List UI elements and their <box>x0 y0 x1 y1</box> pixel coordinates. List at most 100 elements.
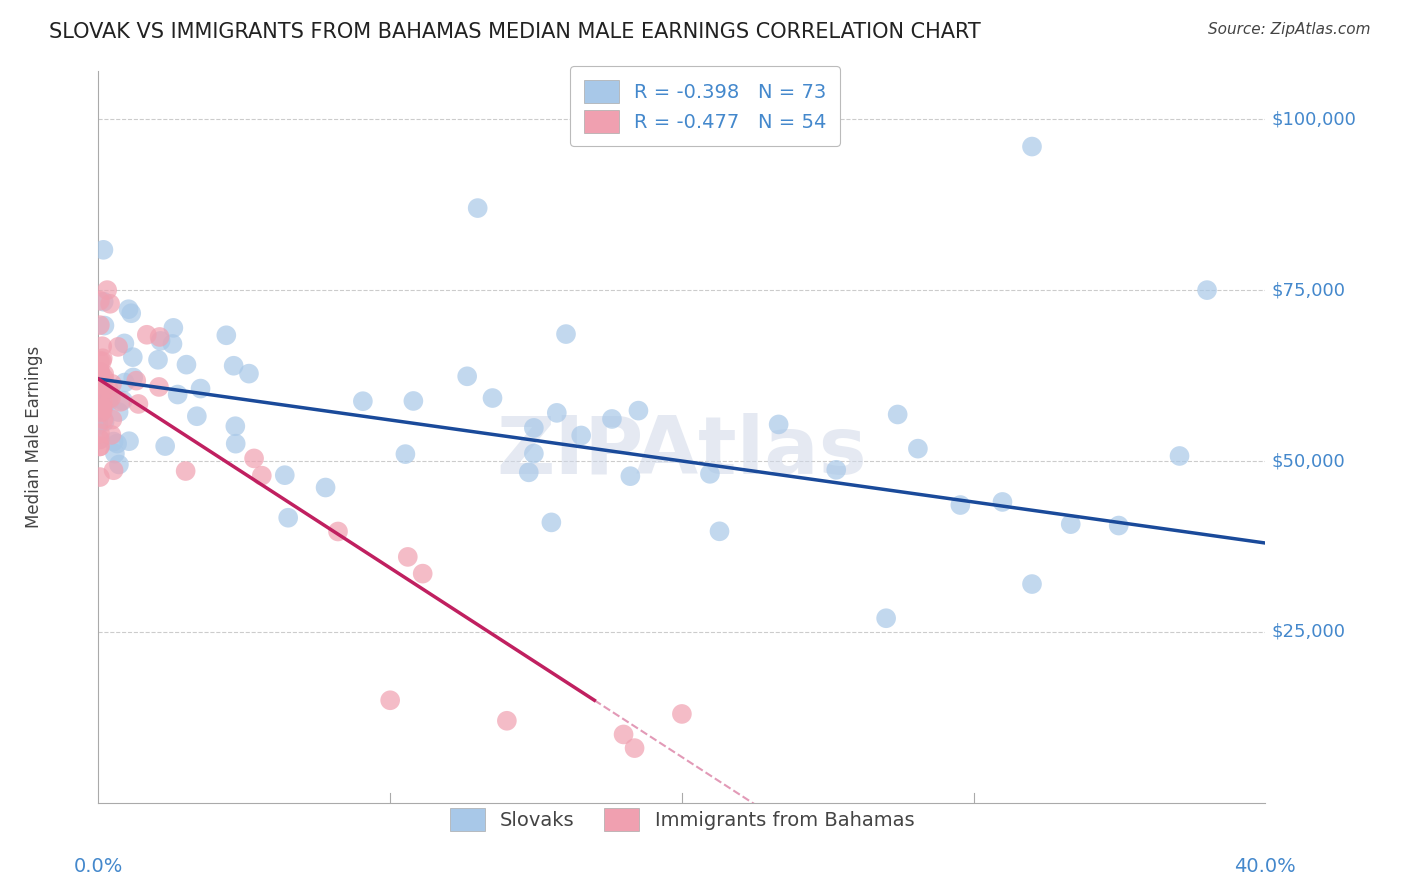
Point <box>907 442 929 456</box>
Point <box>326 524 349 539</box>
Point <box>148 380 170 394</box>
Point <box>215 328 238 343</box>
Point <box>89 382 111 396</box>
Point <box>222 359 245 373</box>
Point <box>112 336 135 351</box>
Point <box>91 400 114 414</box>
Point <box>402 394 425 409</box>
Point <box>186 409 208 424</box>
Point <box>1021 139 1043 153</box>
Point <box>114 376 136 390</box>
Point <box>91 394 114 409</box>
Point <box>97 392 120 407</box>
Point <box>93 243 115 257</box>
Point <box>523 446 546 460</box>
Legend: Slovaks, Immigrants from Bahamas: Slovaks, Immigrants from Bahamas <box>436 795 928 845</box>
Point <box>89 440 111 454</box>
Point <box>546 406 568 420</box>
Point <box>517 466 540 480</box>
Point <box>1060 517 1083 532</box>
Point <box>523 421 546 435</box>
Point <box>91 351 114 366</box>
Point <box>89 470 111 484</box>
Point <box>176 358 198 372</box>
Point <box>121 350 143 364</box>
Point <box>394 447 416 461</box>
Point <box>89 354 111 368</box>
Point <box>103 434 125 449</box>
Point <box>101 376 124 391</box>
Text: $25,000: $25,000 <box>1271 623 1346 641</box>
Point <box>91 339 114 353</box>
Point <box>875 611 897 625</box>
Point <box>699 467 721 481</box>
Point <box>91 354 114 368</box>
Point <box>93 294 115 309</box>
Point <box>117 302 139 317</box>
Text: Median Male Earnings: Median Male Earnings <box>25 346 44 528</box>
Point <box>90 405 112 419</box>
Point <box>496 714 519 728</box>
Point <box>1168 449 1191 463</box>
Point <box>166 387 188 401</box>
Point <box>412 566 434 581</box>
Point <box>149 334 172 348</box>
Point <box>108 458 131 472</box>
Point <box>89 387 111 401</box>
Point <box>225 436 247 450</box>
Text: 40.0%: 40.0% <box>1234 857 1296 877</box>
Point <box>135 327 157 342</box>
Point <box>91 401 114 416</box>
Point <box>153 439 176 453</box>
Point <box>89 293 111 308</box>
Point <box>224 419 246 434</box>
Point <box>623 741 645 756</box>
Point <box>89 426 111 441</box>
Text: Source: ZipAtlas.com: Source: ZipAtlas.com <box>1208 22 1371 37</box>
Point <box>90 376 112 391</box>
Point <box>93 412 115 426</box>
Point <box>1021 577 1043 591</box>
Point <box>87 417 110 431</box>
Point <box>671 706 693 721</box>
Point <box>555 327 578 342</box>
Point <box>238 367 260 381</box>
Point <box>149 330 172 344</box>
Point <box>825 463 848 477</box>
Point <box>174 464 197 478</box>
Point <box>93 415 115 429</box>
Point <box>98 297 121 311</box>
Point <box>122 370 145 384</box>
Point <box>89 365 111 379</box>
Point <box>107 405 129 419</box>
Point <box>105 436 128 450</box>
Point <box>118 434 141 449</box>
Text: $50,000: $50,000 <box>1271 452 1346 470</box>
Point <box>100 391 122 405</box>
Point <box>250 468 273 483</box>
Point <box>315 481 337 495</box>
Point <box>274 468 297 483</box>
Text: SLOVAK VS IMMIGRANTS FROM BAHAMAS MEDIAN MALE EARNINGS CORRELATION CHART: SLOVAK VS IMMIGRANTS FROM BAHAMAS MEDIAN… <box>49 22 981 42</box>
Point <box>97 394 120 409</box>
Point <box>100 428 122 442</box>
Point <box>89 366 111 380</box>
Point <box>111 393 134 408</box>
Point <box>96 283 118 297</box>
Text: $75,000: $75,000 <box>1271 281 1346 299</box>
Point <box>120 306 142 320</box>
Point <box>467 201 489 215</box>
Point <box>949 498 972 512</box>
Point <box>277 510 299 524</box>
Point <box>991 495 1014 509</box>
Point <box>481 391 503 405</box>
Point <box>89 439 111 453</box>
Point <box>352 394 374 409</box>
Point <box>101 412 124 426</box>
Text: ZIPAtlas: ZIPAtlas <box>496 413 868 491</box>
Point <box>540 516 562 530</box>
Point <box>600 412 623 426</box>
Point <box>89 382 111 396</box>
Point <box>104 447 127 461</box>
Point <box>93 367 115 381</box>
